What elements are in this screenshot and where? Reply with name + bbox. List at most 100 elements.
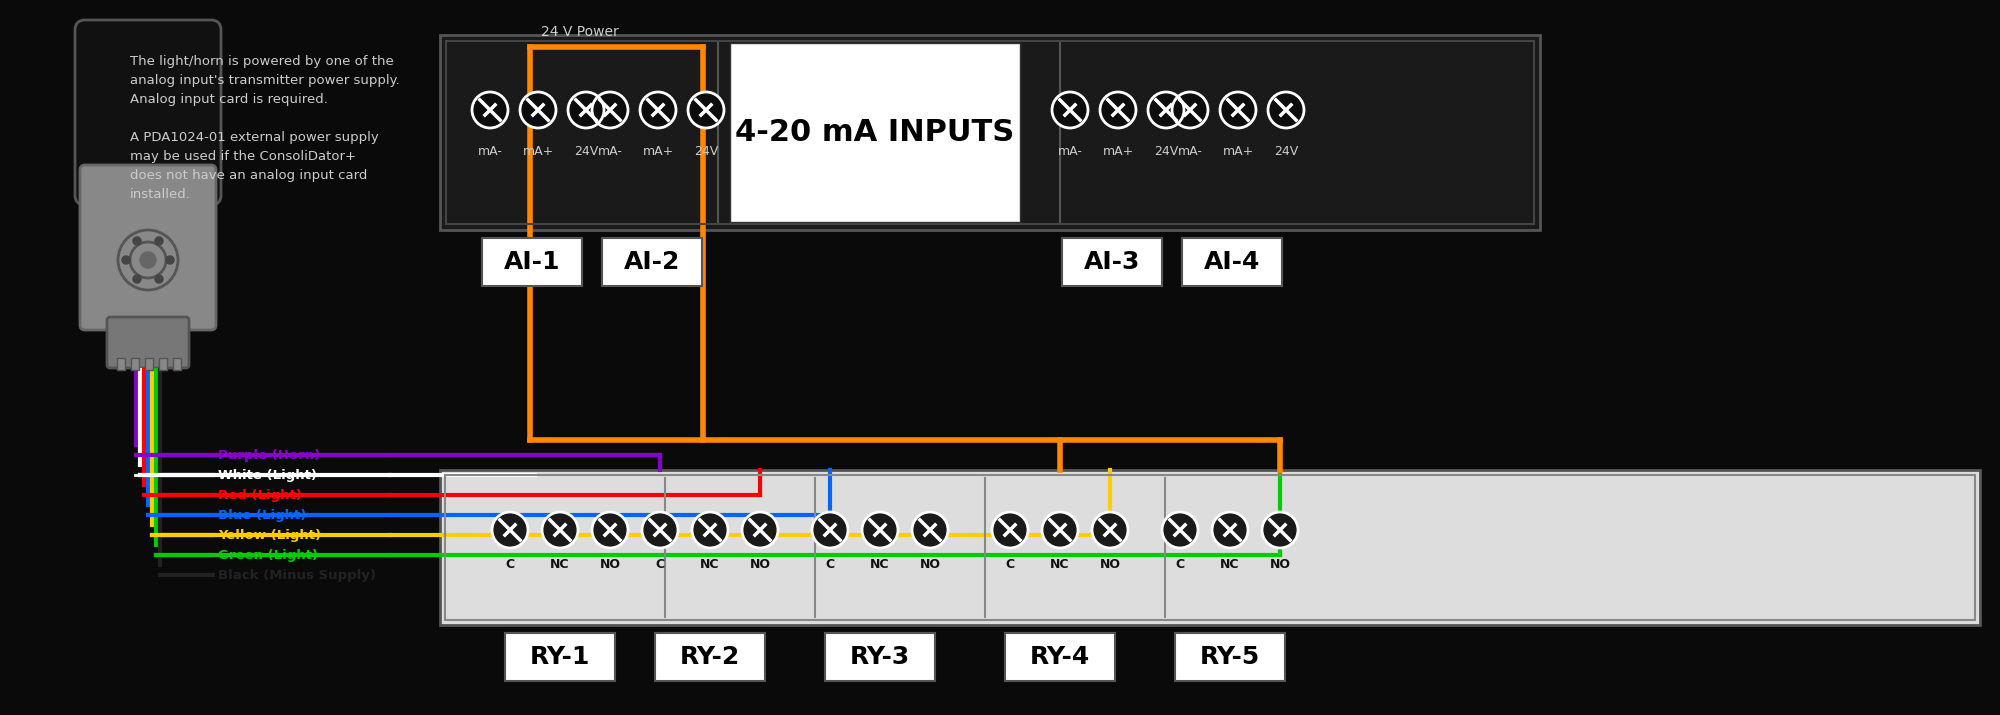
Circle shape xyxy=(912,512,948,548)
Circle shape xyxy=(1212,512,1248,548)
Text: RY-2: RY-2 xyxy=(680,645,740,669)
Circle shape xyxy=(592,512,628,548)
Circle shape xyxy=(688,92,724,128)
Text: C: C xyxy=(1006,558,1014,571)
Text: NC: NC xyxy=(1220,558,1240,571)
Circle shape xyxy=(1220,92,1256,128)
Bar xyxy=(1006,633,1116,681)
Circle shape xyxy=(132,275,140,283)
Text: mA-: mA- xyxy=(1058,145,1082,158)
FancyBboxPatch shape xyxy=(76,20,220,205)
Circle shape xyxy=(992,512,1028,548)
Bar xyxy=(730,43,1020,222)
Text: AI-1: AI-1 xyxy=(504,250,560,274)
Bar xyxy=(440,35,1540,230)
Text: Black (Minus Supply): Black (Minus Supply) xyxy=(218,568,376,581)
Circle shape xyxy=(156,237,164,245)
Bar xyxy=(174,358,180,370)
Bar xyxy=(440,470,1980,625)
Text: mA+: mA+ xyxy=(642,145,674,158)
Text: 24V: 24V xyxy=(574,145,598,158)
Circle shape xyxy=(542,512,578,548)
Circle shape xyxy=(862,512,898,548)
Text: AI-3: AI-3 xyxy=(1084,250,1140,274)
Text: The light/horn is powered by one of the
analog input's transmitter power supply.: The light/horn is powered by one of the … xyxy=(130,55,400,201)
Text: 24V: 24V xyxy=(1154,145,1178,158)
Circle shape xyxy=(140,252,156,268)
Circle shape xyxy=(492,512,528,548)
FancyBboxPatch shape xyxy=(108,317,188,368)
Text: RY-3: RY-3 xyxy=(850,645,910,669)
Circle shape xyxy=(520,92,556,128)
Text: White (Light): White (Light) xyxy=(218,468,316,481)
Text: 24 V Power: 24 V Power xyxy=(542,25,618,39)
Text: NO: NO xyxy=(1270,558,1290,571)
Bar xyxy=(160,358,168,370)
Bar xyxy=(504,633,616,681)
Circle shape xyxy=(472,92,508,128)
Text: mA+: mA+ xyxy=(1102,145,1134,158)
Bar xyxy=(482,238,582,286)
Circle shape xyxy=(122,256,130,264)
Circle shape xyxy=(1148,92,1184,128)
Bar xyxy=(602,238,702,286)
Circle shape xyxy=(1092,512,1128,548)
Text: 4-20 mA INPUTS: 4-20 mA INPUTS xyxy=(736,118,1014,147)
Circle shape xyxy=(568,92,604,128)
Text: RY-5: RY-5 xyxy=(1200,645,1260,669)
Text: 24V: 24V xyxy=(1274,145,1298,158)
Text: mA-: mA- xyxy=(598,145,622,158)
Circle shape xyxy=(692,512,728,548)
Text: NC: NC xyxy=(700,558,720,571)
Bar xyxy=(444,475,1976,620)
Text: Yellow (Light): Yellow (Light) xyxy=(218,528,322,541)
Circle shape xyxy=(1100,92,1136,128)
Circle shape xyxy=(1172,92,1208,128)
Bar xyxy=(116,358,124,370)
Bar xyxy=(1176,633,1284,681)
Circle shape xyxy=(156,275,164,283)
Bar xyxy=(656,633,764,681)
Bar xyxy=(446,41,1534,224)
Text: C: C xyxy=(826,558,834,571)
Circle shape xyxy=(1268,92,1304,128)
Text: 24V: 24V xyxy=(694,145,718,158)
Text: mA+: mA+ xyxy=(1222,145,1254,158)
Circle shape xyxy=(742,512,778,548)
Text: Red (Light): Red (Light) xyxy=(218,488,302,501)
Text: mA-: mA- xyxy=(1178,145,1202,158)
Circle shape xyxy=(812,512,848,548)
Text: C: C xyxy=(1176,558,1184,571)
Text: NO: NO xyxy=(600,558,620,571)
Circle shape xyxy=(1262,512,1298,548)
Circle shape xyxy=(132,237,140,245)
Text: AI-2: AI-2 xyxy=(624,250,680,274)
Bar xyxy=(1062,238,1162,286)
Bar xyxy=(826,633,936,681)
Text: NO: NO xyxy=(750,558,770,571)
Text: mA+: mA+ xyxy=(522,145,554,158)
Text: NC: NC xyxy=(1050,558,1070,571)
Circle shape xyxy=(1042,512,1078,548)
Text: Green (Light): Green (Light) xyxy=(218,548,318,561)
Text: NO: NO xyxy=(1100,558,1120,571)
Circle shape xyxy=(592,92,628,128)
Text: AI-4: AI-4 xyxy=(1204,250,1260,274)
Text: C: C xyxy=(656,558,664,571)
Text: RY-4: RY-4 xyxy=(1030,645,1090,669)
Circle shape xyxy=(1162,512,1198,548)
Text: RY-1: RY-1 xyxy=(530,645,590,669)
Text: NO: NO xyxy=(920,558,940,571)
Text: C: C xyxy=(506,558,514,571)
Bar xyxy=(1182,238,1282,286)
Text: Purple (Horn): Purple (Horn) xyxy=(218,448,320,461)
Circle shape xyxy=(640,92,676,128)
Text: NC: NC xyxy=(550,558,570,571)
Bar xyxy=(132,358,140,370)
Circle shape xyxy=(1052,92,1088,128)
Text: Blue (Light): Blue (Light) xyxy=(218,508,306,521)
Circle shape xyxy=(642,512,678,548)
FancyBboxPatch shape xyxy=(80,165,216,330)
Bar xyxy=(144,358,152,370)
Text: mA-: mA- xyxy=(478,145,502,158)
